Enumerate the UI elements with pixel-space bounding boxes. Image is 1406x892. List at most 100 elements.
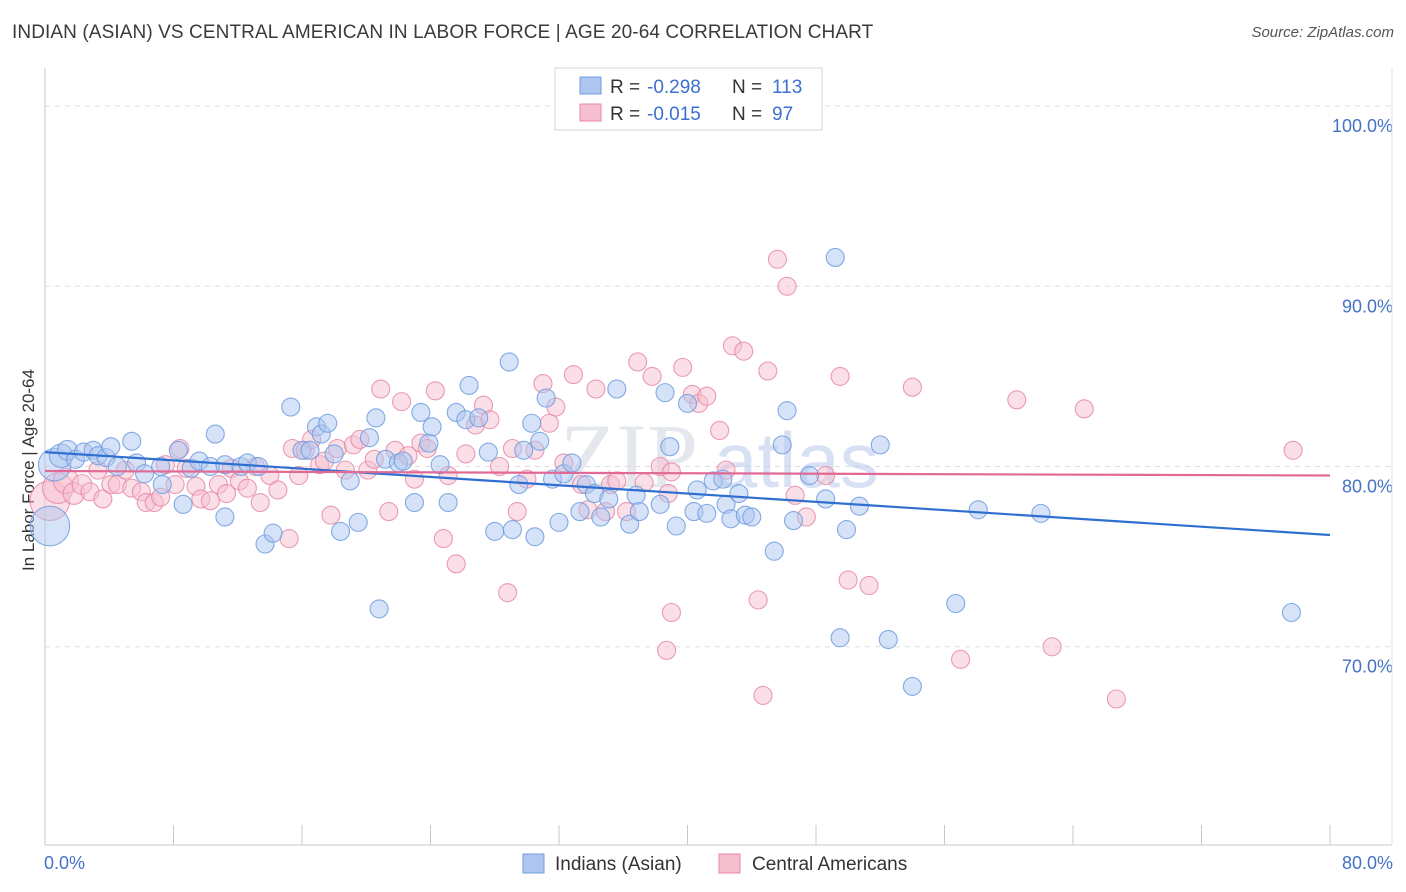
- central-americans-point-55: [433, 529, 453, 549]
- central-americans-point-27: [237, 478, 257, 498]
- chart-title: INDIAN (ASIAN) VS CENTRAL AMERICAN IN LA…: [12, 22, 874, 43]
- indians-asian-point-92: [742, 507, 762, 527]
- indians-asian-point-102: [849, 496, 869, 516]
- indians-asian-point-53: [459, 375, 479, 395]
- central-americans-point-78: [607, 471, 627, 491]
- indians-asian-point-22: [173, 494, 193, 514]
- legend-label-indians-asian: Indians (Asian): [555, 854, 682, 875]
- central-americans-point-111: [1074, 399, 1094, 419]
- central-americans-point-86: [673, 357, 693, 377]
- central-americans-point-107: [902, 377, 922, 397]
- indians-asian-point-47: [419, 433, 439, 453]
- indians-asian-point-104: [878, 629, 898, 650]
- indians-asian-point-23: [205, 424, 225, 444]
- indians-asian-point-94: [772, 435, 792, 455]
- indians-asian-point-40: [366, 408, 386, 428]
- indians-asian-point-59: [509, 474, 529, 495]
- central-americans-point-113: [1283, 440, 1303, 460]
- y-tick-label-100: 100.0%: [1332, 116, 1393, 136]
- central-americans-point-32: [279, 529, 299, 549]
- y-tick-label-90: 90.0%: [1342, 296, 1393, 316]
- indians-asian-point-93: [764, 541, 784, 561]
- central-americans-point-72: [563, 365, 584, 385]
- indians-asian-point-50: [438, 493, 458, 513]
- central-americans-point-103: [767, 249, 788, 269]
- central-americans-point-65: [507, 502, 527, 522]
- indians-asian-point-14: [152, 474, 172, 495]
- central-americans-point-101: [859, 575, 879, 596]
- indians-asian-point-54: [469, 408, 489, 428]
- indians-asian-point-75: [620, 514, 640, 534]
- indians-asian-point-100: [830, 628, 850, 648]
- indians-asian-point-84: [687, 480, 707, 500]
- central-americans-point-108: [951, 649, 971, 669]
- central-americans-point-82: [642, 366, 662, 386]
- indians-asian-point-62: [525, 527, 545, 547]
- indians-asian-point-9: [101, 437, 121, 457]
- x-tick-label-min: 0.0%: [44, 853, 85, 873]
- indians-asian-point-77: [629, 502, 649, 522]
- indians-asian-point-34: [318, 413, 338, 433]
- central-americans-point-99: [830, 366, 850, 386]
- indians-asian-point-48: [422, 417, 442, 437]
- indians-asian-point-24: [215, 507, 235, 527]
- indians-asian-point-44: [393, 451, 413, 471]
- indians-asian-point-105: [902, 676, 922, 696]
- stats-r-label-blue: R =: [610, 77, 640, 98]
- indians-asian-point-72: [591, 507, 611, 527]
- indians-asian-point-82: [677, 393, 698, 413]
- indians-asian-point-38: [348, 512, 368, 532]
- central-americans-point-89: [697, 386, 717, 406]
- central-americans-point-39: [321, 505, 341, 525]
- y-tick-label-80: 80.0%: [1342, 477, 1393, 497]
- central-americans-point-22: [200, 491, 220, 511]
- indians-asian-point-12: [135, 464, 155, 484]
- central-americans-point-85: [661, 462, 681, 482]
- legend-label-central-americans: Central Americans: [752, 854, 907, 875]
- indians-asian-point-98: [816, 489, 836, 509]
- indians-asian-point-80: [660, 437, 680, 457]
- stats-n-label-pink: N =: [732, 104, 762, 125]
- indians-asian-point-68: [562, 453, 582, 473]
- central-americans-point-7: [93, 489, 113, 509]
- indians-asian-trend-line: [44, 450, 1331, 537]
- central-americans-points: [29, 249, 1303, 709]
- central-americans-point-112: [1106, 689, 1126, 709]
- indians-asian-point-85: [697, 503, 717, 523]
- indians-asian-point-37: [340, 471, 360, 491]
- indians-asian-point-10: [107, 456, 127, 477]
- central-americans-point-110: [1042, 637, 1062, 657]
- central-americans-point-106: [657, 640, 677, 660]
- indians-asian-point-56: [485, 521, 505, 541]
- central-americans-point-69: [539, 413, 559, 433]
- legend-swatch-central-americans: [718, 853, 741, 874]
- central-americans-point-90: [710, 420, 730, 441]
- indians-asian-point-45: [404, 493, 424, 513]
- central-americans-point-102: [753, 685, 773, 705]
- indians-asian-point-107: [968, 500, 988, 520]
- central-americans-point-54: [425, 381, 445, 401]
- grid-lines: 70.0% 80.0% 90.0% 100.0%: [45, 105, 1393, 677]
- stats-r-value-pink: -0.015: [647, 104, 701, 125]
- indians-asian-point-21: [122, 431, 142, 451]
- indians-asian-point-103: [870, 435, 890, 455]
- central-americans-point-93: [734, 341, 754, 361]
- central-americans-point-31: [268, 480, 288, 500]
- legend-swatch-indians-asian: [522, 853, 545, 874]
- stats-swatch-blue: [579, 76, 602, 95]
- indians-asian-point-57: [499, 352, 519, 372]
- stats-legend: R = -0.298 N = 113 R = -0.015 N = 97: [554, 67, 823, 131]
- central-americans-point-94: [748, 590, 768, 610]
- indians-asian-point-87: [713, 469, 733, 489]
- indians-asian-point-55: [478, 442, 498, 462]
- indians-asian-point-99: [825, 247, 845, 267]
- series-legend: Indians (Asian) Central Americans: [522, 853, 907, 875]
- central-americans-point-47: [379, 502, 399, 522]
- central-americans-point-24: [216, 483, 237, 504]
- indians-asian-point-28: [263, 523, 283, 543]
- indians-asian-point-106: [946, 593, 966, 614]
- indians-asian-point-31: [300, 440, 320, 460]
- indians-asian-point-41: [369, 599, 389, 619]
- central-americans-point-49: [392, 392, 412, 412]
- indians-asian-point-74: [607, 379, 627, 399]
